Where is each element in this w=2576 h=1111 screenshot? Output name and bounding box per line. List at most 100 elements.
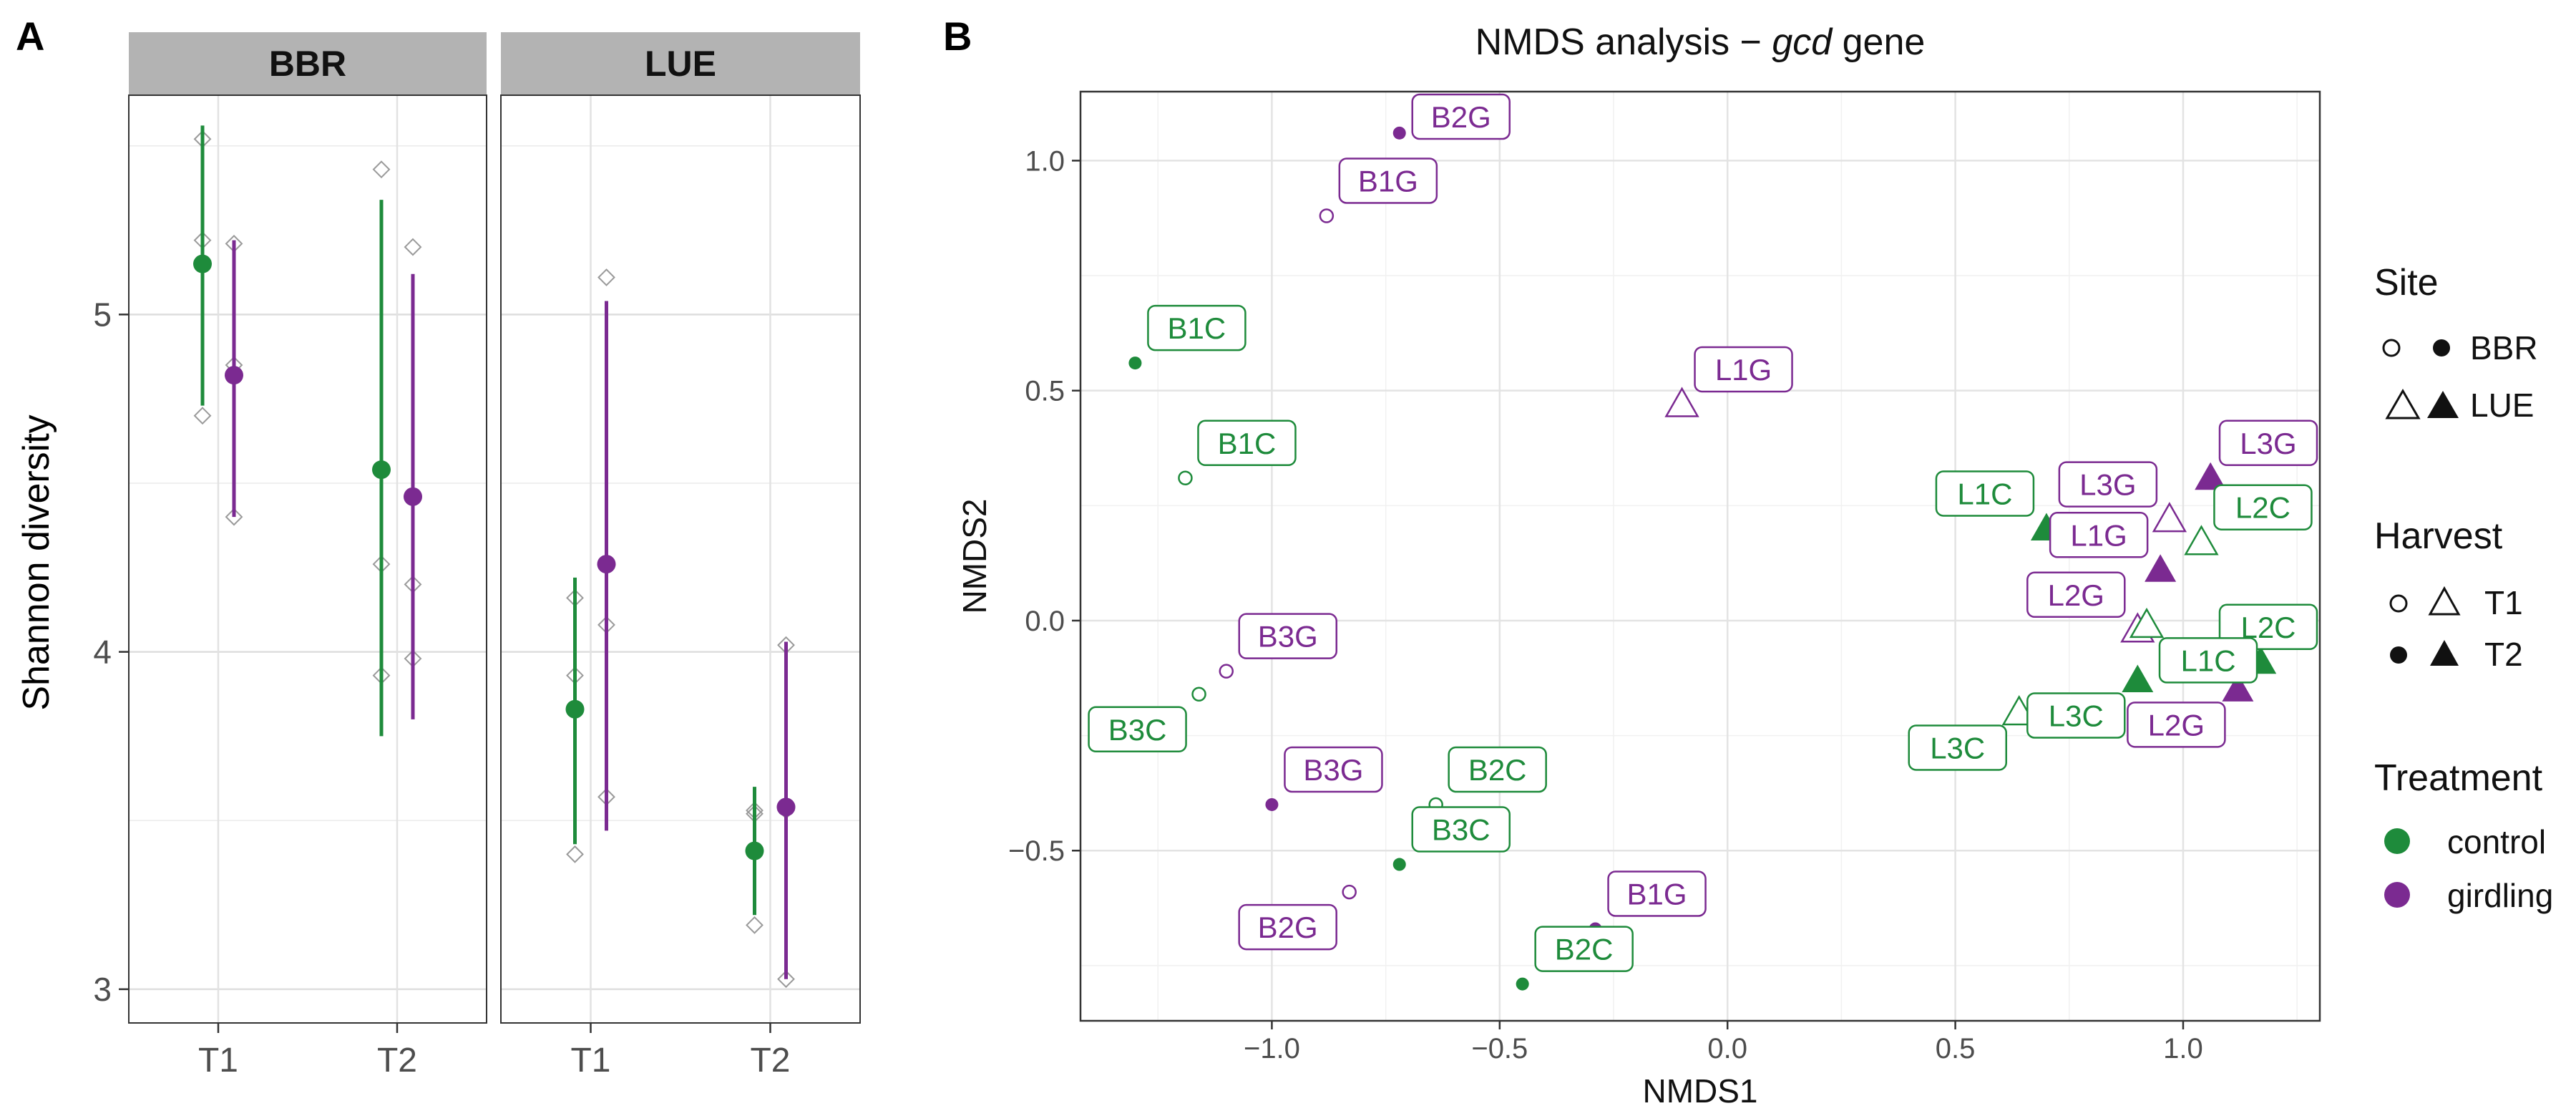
point-label-box: [1448, 746, 1547, 793]
point-lue-t2: [2145, 554, 2177, 582]
point-label-text: B1C: [1218, 427, 1277, 460]
point-label: L2G: [2127, 702, 2226, 748]
panel-b-title: NMDS analysis − gcd gene: [1475, 21, 1926, 63]
point-lue-t2: [2222, 674, 2254, 702]
point-label: B1C: [1197, 419, 1297, 467]
facet-bbr-title: BBR: [269, 44, 346, 84]
point-label: B2C: [1534, 926, 1634, 972]
point-label: L3C: [2026, 692, 2126, 739]
point-lue-t2: [2122, 664, 2154, 692]
point-bbr-t1: [1191, 687, 1206, 702]
legend-harvest-title: Harvest: [2374, 515, 2503, 557]
mean-point-girdling: [225, 366, 243, 385]
legend-site-circle-filled-icon: [2433, 339, 2450, 356]
y-tick-label: 0.5: [1025, 376, 1065, 407]
legend-harvest-filled-triangle-icon: [2430, 640, 2459, 666]
point-label-box: [1197, 419, 1297, 467]
point-label-text: L1C: [1957, 477, 2012, 510]
point-bbr-t1: [1178, 470, 1193, 486]
point-label: B2C: [1448, 746, 1547, 793]
point-label-box: [1284, 746, 1383, 793]
legend-girdling-swatch-icon: [2384, 882, 2410, 908]
facet-lue-strip: [501, 32, 860, 95]
mean-point-control: [372, 460, 391, 480]
x-tick-label: T1: [198, 1042, 238, 1080]
point-label: B3C: [1411, 806, 1511, 853]
point-bbr-t2: [1516, 977, 1529, 991]
title-prefix: NMDS analysis −: [1475, 21, 1772, 63]
point-label-box: [1147, 304, 1246, 351]
raw-diamond-point: [566, 845, 584, 863]
x-tick-label: 1.0: [2163, 1033, 2203, 1064]
point-lue-t2: [2195, 462, 2227, 490]
point-label: L1C: [1935, 470, 2035, 517]
title-suffix: gene: [1832, 21, 1925, 63]
point-bbr-t2: [1392, 858, 1406, 871]
point-label-text: L3G: [2079, 468, 2136, 502]
legend-control-swatch-icon: [2384, 828, 2410, 854]
point-label: L3C: [1908, 724, 2007, 771]
mean-point-control: [565, 699, 585, 719]
point-label-text: B2G: [1431, 100, 1491, 134]
x-tick-label: 0.0: [1707, 1033, 1747, 1064]
x-tick-label: −0.5: [1471, 1033, 1528, 1064]
point-label: B1G: [1338, 157, 1438, 204]
point-label: B2G: [1238, 903, 1337, 951]
point-label-text: B2G: [1258, 911, 1318, 944]
point-label-text: L1G: [2070, 518, 2127, 552]
point-label-box: [1088, 706, 1187, 753]
y-tick-label: 0.0: [1025, 606, 1065, 637]
legend-treatment-title: Treatment: [2374, 757, 2543, 799]
point-label-text: B3C: [1432, 813, 1491, 847]
panel-b-plot-border: [1079, 90, 2321, 1022]
panel-b-points: [1128, 126, 2277, 991]
facet-lue-border: [500, 94, 861, 1024]
legend-site-circle-open-icon: [2382, 339, 2401, 357]
point-label-box: [1908, 724, 2007, 771]
legend-harvest-filled-circle-icon: [2390, 646, 2407, 664]
raw-diamond-point: [404, 238, 422, 256]
panel-a-label: A: [16, 14, 44, 59]
panel-a-y-axis-title: Shannon diversity: [16, 414, 57, 710]
point-label-box: [2026, 571, 2126, 618]
point-lue-t1: [2129, 607, 2165, 639]
raw-diamond-point: [372, 160, 391, 179]
point-label-box: [2218, 419, 2318, 467]
point-bbr-t2: [1128, 356, 1142, 370]
legend-site-triangle-filled-icon: [2427, 391, 2459, 418]
point-label-box: [1534, 926, 1634, 972]
point-label: L1C: [2158, 637, 2258, 684]
point-label-box: [1338, 157, 1438, 204]
point-label-text: B2C: [1468, 753, 1527, 787]
point-label-box: [2026, 692, 2126, 739]
y-tick-label: −0.5: [1008, 835, 1065, 867]
x-tick-label: T2: [377, 1042, 417, 1080]
mean-point-girdling: [597, 555, 616, 574]
point-label-text: B3C: [1108, 713, 1167, 747]
mean-point-girdling: [404, 487, 422, 506]
facet-lue-panel: [501, 95, 860, 1023]
y-tick-label: 1.0: [1025, 145, 1065, 177]
point-bbr-t2: [1392, 126, 1406, 140]
facet-bbr-panel: [129, 95, 487, 1023]
point-label-box: [1935, 470, 2035, 517]
point-label-text: L2C: [2235, 491, 2290, 525]
point-label-box: [1238, 613, 1338, 659]
legend-site-title: Site: [2374, 262, 2439, 304]
point-label-box: [1411, 806, 1511, 853]
legend-treatment-item-label: control: [2447, 823, 2546, 860]
panel-b-chart: B NMDS analysis − gcd gene −1.0 −0.5 0.0 0.…: [943, 14, 2321, 1110]
point-label-box: [2213, 484, 2313, 530]
title-gene: gcd: [1772, 21, 1833, 63]
point-label-text: L2G: [2148, 708, 2205, 742]
point-label-text: L1G: [1715, 353, 1772, 387]
raw-diamond-point: [597, 268, 615, 286]
point-label-box: [2158, 637, 2258, 684]
panel-b-label: B: [943, 14, 972, 59]
panel-b-axes: −1.0 −0.5 0.0 0.5 1.0 −0.5 0.0 0.5 1.0: [1008, 145, 2203, 1064]
legend-harvest-open-triangle-icon: [2428, 586, 2461, 616]
point-label-box: [1238, 903, 1337, 951]
x-tick-label: −1.0: [1244, 1033, 1300, 1064]
point-lue-t1: [2184, 525, 2219, 556]
